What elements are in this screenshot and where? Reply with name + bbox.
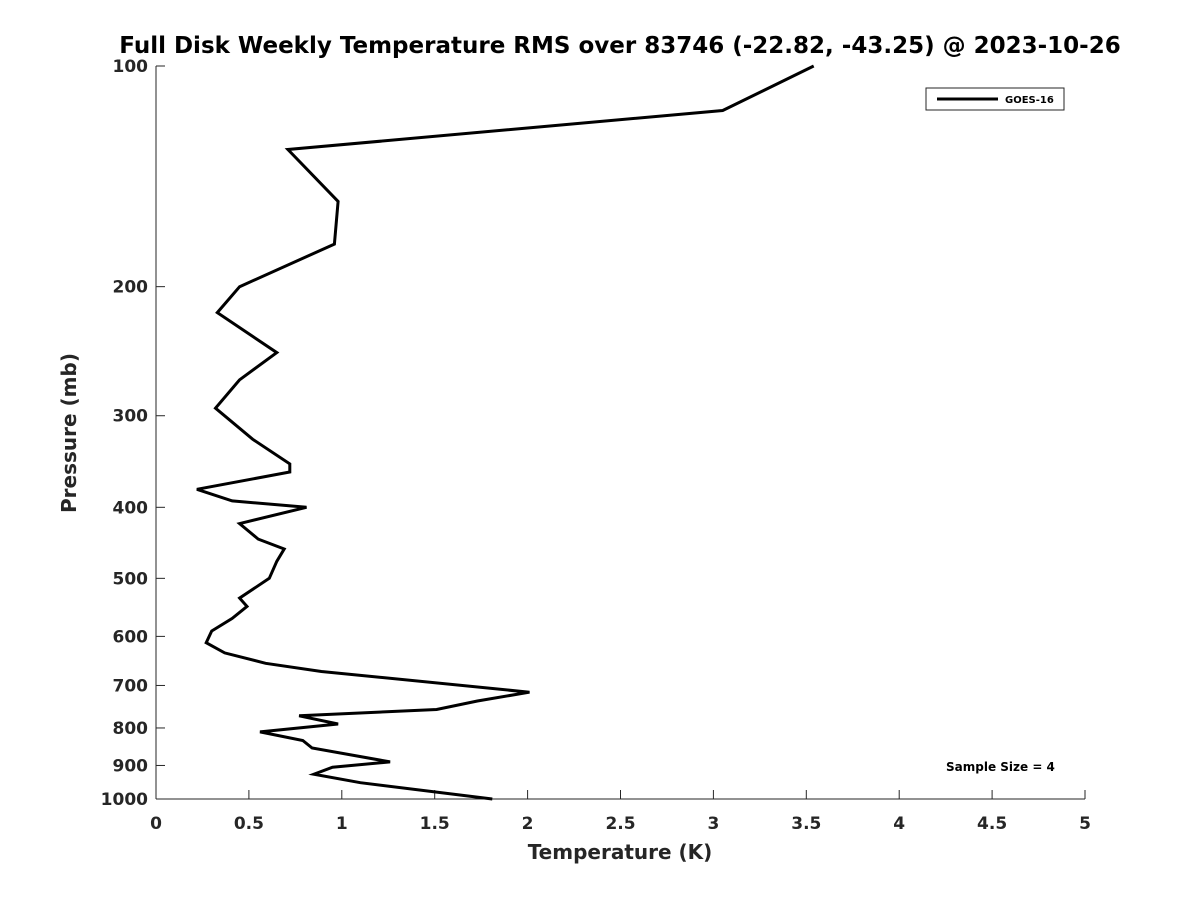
chart-title: Full Disk Weekly Temperature RMS over 83…: [119, 33, 1121, 59]
y-axis-label: Pressure (mb): [57, 353, 81, 513]
x-axis-label: Temperature (K): [528, 840, 713, 864]
series-layer: [196, 64, 815, 801]
x-tick-label: 2: [522, 814, 534, 834]
y-tick-label: 300: [113, 407, 149, 427]
x-tick-label: 5: [1079, 814, 1091, 834]
x-tick-label: 3.5: [791, 814, 821, 834]
y-tick-label: 900: [113, 756, 149, 776]
y-tick-label: 400: [113, 498, 149, 518]
legend: GOES-16: [925, 87, 1065, 111]
x-tick-label: 1: [336, 814, 348, 834]
x-tick-label: 0: [150, 814, 162, 834]
x-tick-label: 1.5: [420, 814, 450, 834]
sample-size-annotation: Sample Size = 4: [946, 760, 1055, 774]
y-tick-label: 1000: [101, 790, 148, 810]
y-tick-label: 500: [113, 569, 149, 589]
y-tick-label: 700: [113, 676, 149, 696]
x-axis-ticks: 0 0.5 1 1.5 2 2.5 3 3.5 4 4.5 5: [150, 790, 1091, 834]
x-tick-label: 0.5: [234, 814, 264, 834]
x-tick-label: 3: [707, 814, 719, 834]
x-tick-label: 2.5: [605, 814, 635, 834]
x-tick-label: 4: [893, 814, 905, 834]
y-axis-ticks: 100 200 300 400 500 600 700 800 900 1000: [101, 57, 165, 810]
y-tick-label: 100: [113, 57, 149, 77]
y-tick-label: 800: [113, 719, 149, 739]
plot-area: [156, 66, 1085, 799]
x-tick-label: 4.5: [977, 814, 1007, 834]
legend-label: GOES-16: [1005, 95, 1054, 106]
y-tick-label: 200: [113, 278, 149, 298]
series-line: [196, 64, 815, 801]
y-tick-label: 600: [113, 627, 149, 647]
